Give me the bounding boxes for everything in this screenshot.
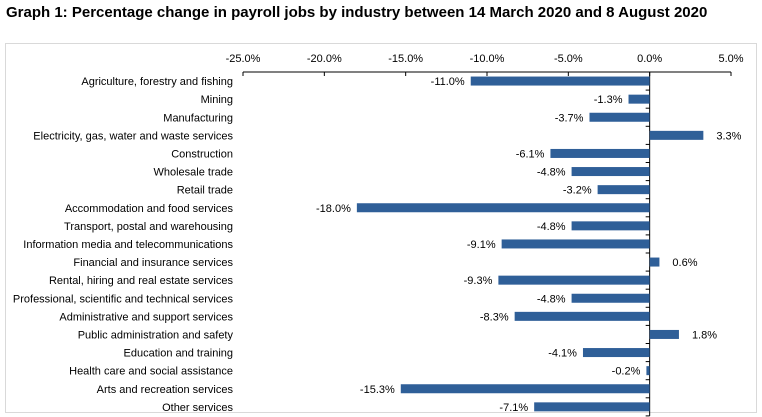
bar bbox=[597, 185, 650, 195]
bar bbox=[649, 130, 704, 140]
category-label: Arts and recreation services bbox=[97, 384, 234, 396]
bar bbox=[571, 167, 650, 177]
category-label: Health care and social assistance bbox=[69, 366, 233, 378]
category-label: Accommodation and food services bbox=[65, 203, 234, 215]
bar bbox=[628, 94, 650, 104]
category-label: Agriculture, forestry and fishing bbox=[81, 76, 233, 88]
category-label: Manufacturing bbox=[163, 112, 233, 124]
x-tick-label: -20.0% bbox=[307, 53, 342, 65]
bar bbox=[646, 366, 650, 376]
data-label: -6.1% bbox=[516, 148, 545, 160]
bar bbox=[589, 112, 650, 122]
data-label: -4.8% bbox=[537, 221, 566, 233]
bar bbox=[400, 384, 650, 394]
data-label: -3.2% bbox=[563, 185, 592, 197]
data-label: -7.1% bbox=[499, 402, 528, 414]
category-label: Rental, hiring and real estate services bbox=[49, 275, 234, 287]
bar bbox=[550, 148, 650, 158]
data-label: -0.2% bbox=[612, 366, 641, 378]
data-label: -4.1% bbox=[548, 348, 577, 360]
x-tick-label: -15.0% bbox=[388, 53, 423, 65]
category-label: Professional, scientific and technical s… bbox=[13, 293, 234, 305]
bar bbox=[649, 329, 679, 339]
category-label: Electricity, gas, water and waste servic… bbox=[33, 130, 233, 142]
x-tick-label: -5.0% bbox=[554, 53, 583, 65]
data-label: -18.0% bbox=[316, 203, 351, 215]
data-label: -8.3% bbox=[480, 311, 509, 323]
data-label: -15.3% bbox=[360, 384, 395, 396]
bar bbox=[501, 239, 650, 249]
x-tick-label: -10.0% bbox=[470, 53, 505, 65]
category-label: Education and training bbox=[124, 348, 233, 360]
x-tick-label: 5.0% bbox=[718, 53, 743, 65]
category-label: Wholesale trade bbox=[154, 167, 234, 179]
data-label: -1.3% bbox=[594, 94, 623, 106]
category-label: Transport, postal and warehousing bbox=[64, 221, 233, 233]
data-label: -3.7% bbox=[555, 112, 584, 124]
bar bbox=[582, 348, 650, 358]
category-label: Public administration and safety bbox=[78, 329, 234, 341]
data-label: -4.8% bbox=[537, 293, 566, 305]
data-label: -4.8% bbox=[537, 167, 566, 179]
bar bbox=[534, 402, 650, 412]
data-label: 1.8% bbox=[692, 329, 717, 341]
bar bbox=[571, 221, 650, 231]
category-label: Retail trade bbox=[177, 185, 233, 197]
data-label: -9.1% bbox=[467, 239, 496, 251]
bar bbox=[514, 311, 650, 321]
data-label: -11.0% bbox=[431, 76, 465, 88]
bar bbox=[649, 257, 660, 267]
bar bbox=[470, 76, 650, 86]
chart-title: Graph 1: Percentage change in payroll jo… bbox=[6, 4, 708, 21]
category-label: Administrative and support services bbox=[59, 311, 233, 323]
bar bbox=[498, 275, 650, 285]
category-label: Other services bbox=[162, 402, 233, 414]
x-tick-label: -25.0% bbox=[226, 53, 261, 65]
category-label: Construction bbox=[171, 148, 233, 160]
data-label: -9.3% bbox=[464, 275, 493, 287]
bar bbox=[356, 203, 650, 213]
data-label: 3.3% bbox=[716, 130, 741, 142]
x-tick-label: 0.0% bbox=[637, 53, 662, 65]
bar bbox=[571, 293, 650, 303]
category-label: Mining bbox=[201, 94, 233, 106]
data-label: 0.6% bbox=[672, 257, 697, 269]
category-label: Information media and telecommunications bbox=[23, 239, 233, 251]
chart-frame bbox=[5, 43, 757, 413]
category-label: Financial and insurance services bbox=[73, 257, 233, 269]
